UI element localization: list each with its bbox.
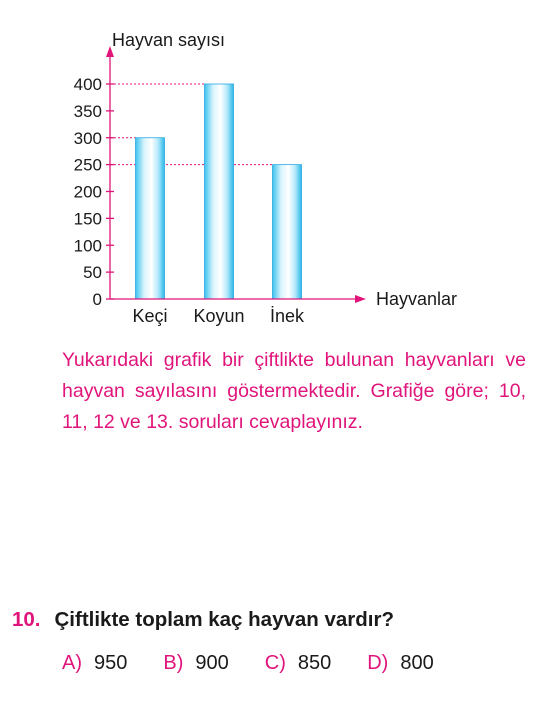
y-tick-label: 300 [74,129,102,148]
axes [106,46,366,303]
option-letter: D) [367,652,389,674]
category-labels: Keçi Koyun İnek [132,306,305,326]
x-axis-arrow-icon [355,295,366,303]
y-tick-label: 150 [74,209,102,228]
y-axis-title: Hayvan sayısı [112,30,225,50]
bars [135,83,302,300]
y-tick-label: 50 [83,263,102,282]
option-d[interactable]: D) 800 [367,652,433,675]
x-axis-title: Hayvanlar [376,289,457,309]
option-c[interactable]: C) 850 [265,652,331,675]
y-ticks: 0 50 100 150 200 250 300 350 400 [74,75,114,309]
description-text: Yukarıdaki grafik bir çiftlikte bulunan … [62,349,526,433]
option-letter: B) [163,652,184,674]
bar [204,83,234,300]
y-tick-label: 400 [74,75,102,94]
option-letter: A) [62,652,82,674]
category-label: İnek [270,306,305,326]
category-label: Keçi [132,306,167,326]
option-b[interactable]: B) 900 [163,652,228,675]
option-value: 800 [400,652,434,674]
bar [272,164,302,300]
option-value: 900 [195,652,229,674]
bar [135,137,165,300]
y-axis-arrow-icon [106,46,114,57]
bar-chart: 0 50 100 150 200 250 300 350 400 Keçi Koyun İnek H… [74,30,457,326]
reference-lines [110,83,273,166]
option-a[interactable]: A) 950 [62,652,127,675]
option-value: 850 [297,652,332,674]
y-tick-label: 200 [74,183,102,202]
y-tick-label: 0 [93,290,102,309]
question: 10. Çiftlikte toplam kaç hayvan vardır? [12,608,394,632]
y-tick-label: 350 [74,102,102,121]
y-tick-label: 250 [74,156,102,175]
category-label: Koyun [193,306,244,326]
answer-options: A) 950 B) 900 C) 850 D) 800 [62,652,470,675]
y-tick-label: 100 [74,236,102,255]
option-value: 950 [94,652,128,674]
question-text: Çiftlikte toplam kaç hayvan vardır? [54,608,395,631]
option-letter: C) [264,652,286,674]
question-number: 10. [12,608,41,631]
